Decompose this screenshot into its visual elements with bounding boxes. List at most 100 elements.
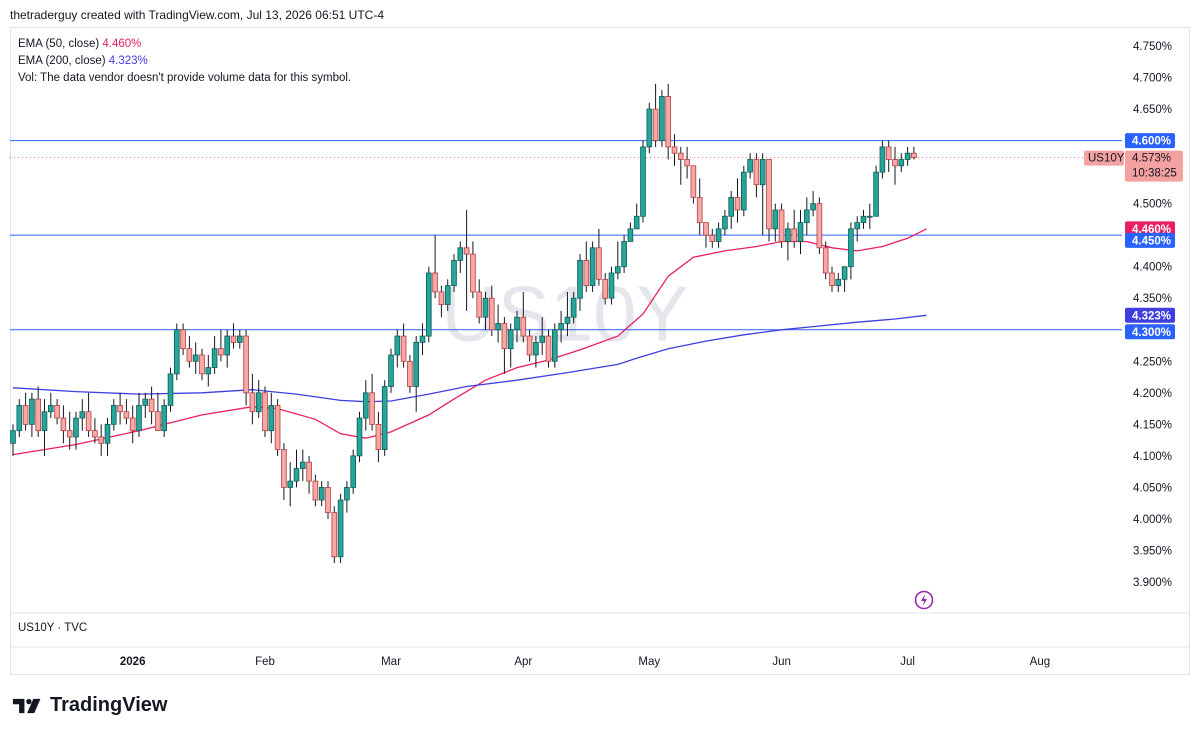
- lightning-icon[interactable]: [914, 590, 934, 610]
- candle: [829, 266, 835, 292]
- price-axis-tick-label: 4.500%: [1133, 199, 1172, 211]
- candle: [356, 411, 363, 463]
- time-axis: 2026 Feb Mar Apr May Jun Jul Aug: [10, 612, 1190, 668]
- candle-body: [848, 228, 854, 268]
- candle: [520, 291, 527, 343]
- ema200-value: 4.323%: [108, 55, 148, 67]
- candle: [129, 405, 136, 444]
- candle-body: [123, 411, 130, 419]
- candle: [211, 336, 218, 374]
- candle-body: [281, 449, 287, 488]
- countdown-text: 10:38:25: [1132, 168, 1177, 180]
- candle-body: [54, 405, 60, 419]
- candle: [255, 380, 262, 419]
- ema50-tag-bg: [1125, 221, 1175, 237]
- ema50-value: 4.460%: [102, 38, 142, 50]
- candle-body: [835, 278, 842, 287]
- ema200-legend-row[interactable]: EMA (200, close) 4.323%: [18, 53, 351, 70]
- candle: [463, 209, 470, 311]
- candle-body: [892, 159, 898, 167]
- candle-body: [173, 329, 180, 375]
- candle-body: [438, 291, 445, 305]
- candle: [621, 235, 627, 274]
- candle-body: [722, 215, 728, 230]
- candle-body: [167, 373, 174, 406]
- candle: [583, 241, 590, 292]
- candle-body: [904, 152, 911, 160]
- candle: [161, 399, 168, 437]
- hline-tag-4450-bg: [1125, 232, 1175, 248]
- candle: [400, 323, 407, 368]
- candle-body: [488, 297, 495, 331]
- last-price-text: 4.573%: [1132, 153, 1171, 165]
- candle-body: [73, 417, 79, 438]
- candle-body: [753, 159, 760, 186]
- candle-body: [451, 259, 457, 287]
- candle-body: [640, 146, 646, 217]
- candle-body: [470, 253, 476, 293]
- time-axis-label: Apr: [514, 656, 532, 668]
- candle-body: [255, 392, 262, 413]
- price-axis-tick-label: 4.000%: [1133, 514, 1172, 526]
- candle-body: [142, 398, 149, 406]
- candle: [822, 241, 829, 280]
- candle-body: [337, 499, 344, 558]
- candle: [759, 153, 766, 236]
- price-axis-tick-label: 4.400%: [1133, 262, 1172, 274]
- candle-body: [621, 241, 627, 268]
- candle-body: [728, 196, 734, 217]
- candle-body: [22, 405, 29, 425]
- candle-body: [344, 487, 350, 501]
- candle-body: [60, 417, 67, 432]
- price-axis-tick-label: 4.750%: [1133, 41, 1172, 53]
- candle: [306, 455, 312, 494]
- ema50-label: EMA (50, close): [18, 38, 100, 50]
- candle-body: [514, 316, 520, 331]
- candle: [671, 134, 678, 166]
- brand[interactable]: TradingView: [12, 694, 167, 717]
- candle: [173, 323, 180, 381]
- candle-body: [186, 348, 193, 362]
- candle-body: [243, 335, 249, 394]
- candle: [388, 348, 394, 393]
- candle-body: [627, 228, 634, 242]
- candle-body: [293, 468, 300, 482]
- candle: [48, 392, 54, 419]
- candle: [425, 266, 432, 343]
- candle: [791, 209, 797, 248]
- candle-body: [715, 228, 722, 242]
- candle-body: [495, 323, 501, 331]
- ema50-legend-row[interactable]: EMA (50, close) 4.460%: [18, 36, 351, 53]
- price-axis-tick-label: 4.050%: [1133, 482, 1172, 494]
- candle-body: [148, 398, 155, 413]
- candle: [722, 209, 728, 236]
- candle: [879, 140, 886, 179]
- candle: [337, 493, 344, 564]
- candle-body: [797, 222, 804, 242]
- candle-body: [526, 335, 533, 356]
- candle-body: [331, 512, 338, 558]
- candle: [911, 146, 917, 160]
- candle: [92, 418, 98, 444]
- candle-body: [804, 209, 810, 223]
- candle: [375, 411, 382, 463]
- candle-body: [463, 247, 470, 255]
- candle: [558, 310, 564, 343]
- candle: [73, 411, 79, 450]
- candle: [268, 392, 275, 444]
- hline-tag-4300: 4.300%: [1125, 324, 1175, 340]
- candle: [860, 209, 867, 229]
- candle: [331, 506, 338, 564]
- candle: [608, 266, 615, 305]
- candle: [362, 380, 369, 431]
- candle: [180, 323, 186, 355]
- candle: [495, 304, 501, 343]
- candle: [199, 348, 205, 381]
- candle: [741, 165, 747, 217]
- candle: [262, 386, 268, 437]
- candle-body: [10, 430, 16, 444]
- hline-tag-4600: 4.600%: [1125, 133, 1175, 149]
- candle-body: [507, 329, 514, 350]
- hline-tag-4600-bg: [1125, 133, 1175, 149]
